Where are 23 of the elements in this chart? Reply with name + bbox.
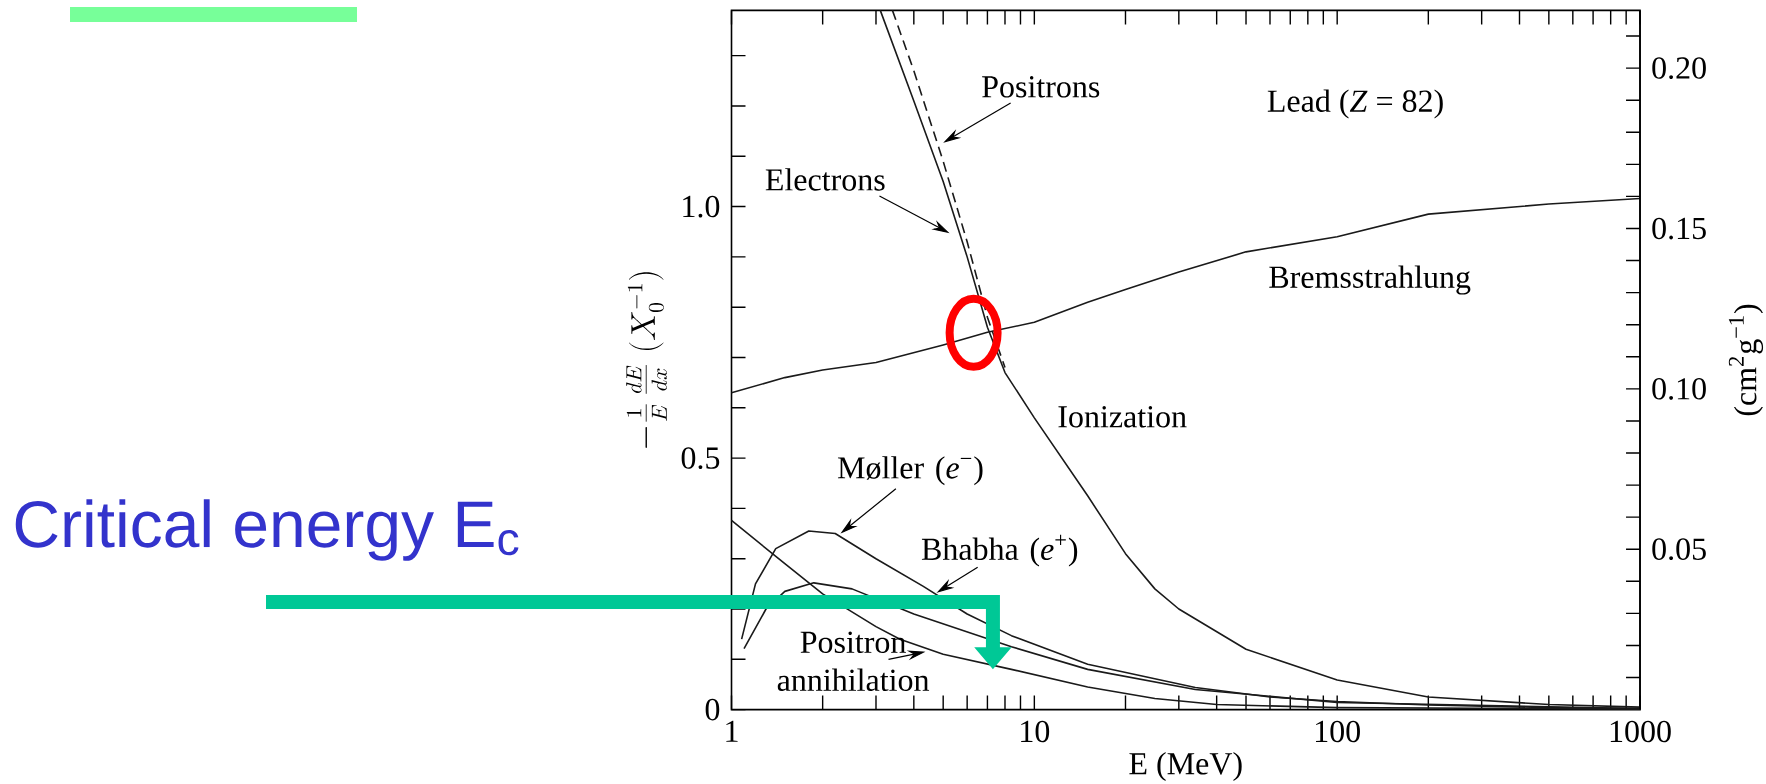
text: Critical energy E$_{c}$	[15, 499, 519, 561]
x-tick-label: 10	[1021, 720, 1050, 743]
series-label: Positron annihilation	[777, 631, 930, 692]
series-label: Bremsstrahlung	[1269, 265, 1471, 295]
x-tick-label: 1000	[1610, 720, 1671, 743]
annotation: Lead (Z = 82)	[1267, 89, 1443, 119]
y2-tick-label: 0.10	[1652, 377, 1706, 400]
y-tick-label: 1.0	[683, 195, 720, 218]
y-tick-label: 0.5	[681, 447, 720, 469]
series-label: Bhabha (e$^{+}$)	[921, 534, 1078, 567]
series-label: Positrons	[982, 76, 1100, 98]
y2-tick-label: 0.20	[1652, 57, 1706, 80]
y-tick-label: 0	[705, 698, 720, 721]
series-label: Electrons	[765, 168, 885, 191]
y2-tick-label: 0.05	[1652, 538, 1706, 561]
annotation: Ionization	[1058, 406, 1187, 428]
x-tick-label: 1	[726, 720, 738, 742]
y2-axis-title: (cm$^{2}$g$^{−1}$)	[1728, 304, 1764, 416]
y2-tick-label: 0.15	[1652, 217, 1706, 240]
y-axis-title: $-\frac{1}{E}\,\frac{dE}{dx}\;(X_0^{-1})$	[626, 272, 667, 448]
x-axis-title: E (MeV)	[1129, 751, 1242, 781]
x-tick-label: 100	[1315, 720, 1360, 743]
series-label: Møller (e$^{−}$)	[837, 456, 983, 486]
